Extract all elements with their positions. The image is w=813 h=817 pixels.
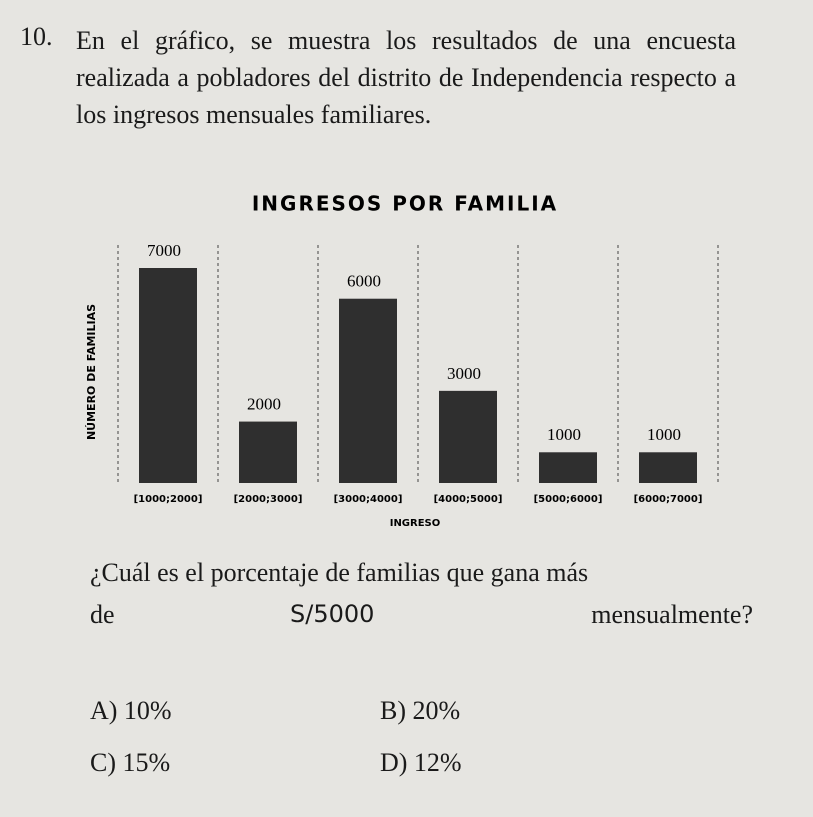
data-label: 2000 [247, 394, 281, 413]
option[interactable]: D) 12% [380, 748, 462, 777]
data-label: 1000 [647, 425, 681, 444]
data-label: 1000 [547, 425, 581, 444]
x-tick-label: [1000;2000] [134, 494, 203, 505]
bar [439, 390, 497, 483]
chart-title: INGRESOS POR FAMILIA [252, 192, 558, 216]
statement: En el gráfico, se muestra los resultados… [76, 26, 736, 129]
x-tick-label: [3000;4000] [334, 494, 403, 505]
data-label: 3000 [447, 364, 481, 383]
option[interactable]: A) 10% [90, 696, 172, 725]
x-tick-label: [6000;7000] [634, 494, 703, 505]
x-tick-label: [5000;6000] [534, 494, 603, 505]
x-axis-label: INGRESO [390, 518, 441, 529]
x-tick-label: [4000;5000] [434, 494, 503, 505]
x-tick-label: [2000;3000] [234, 494, 303, 505]
bar [539, 452, 597, 483]
bar [339, 298, 397, 483]
question-text: mensualmente? [591, 600, 753, 629]
option[interactable]: B) 20% [380, 696, 461, 725]
question-number: 10. [20, 22, 53, 51]
data-label: 6000 [347, 272, 381, 291]
option[interactable]: C) 15% [90, 748, 171, 777]
y-axis-label: NÚMERO DE FAMILIAS [85, 304, 98, 440]
data-label: 7000 [147, 241, 181, 260]
question-text: ¿Cuál es el porcentaje de familias que g… [90, 558, 589, 587]
question-text: S/5000 [290, 600, 375, 628]
bar [239, 421, 297, 483]
question-text: de [90, 600, 115, 629]
bar [139, 268, 197, 483]
bar [639, 452, 697, 483]
